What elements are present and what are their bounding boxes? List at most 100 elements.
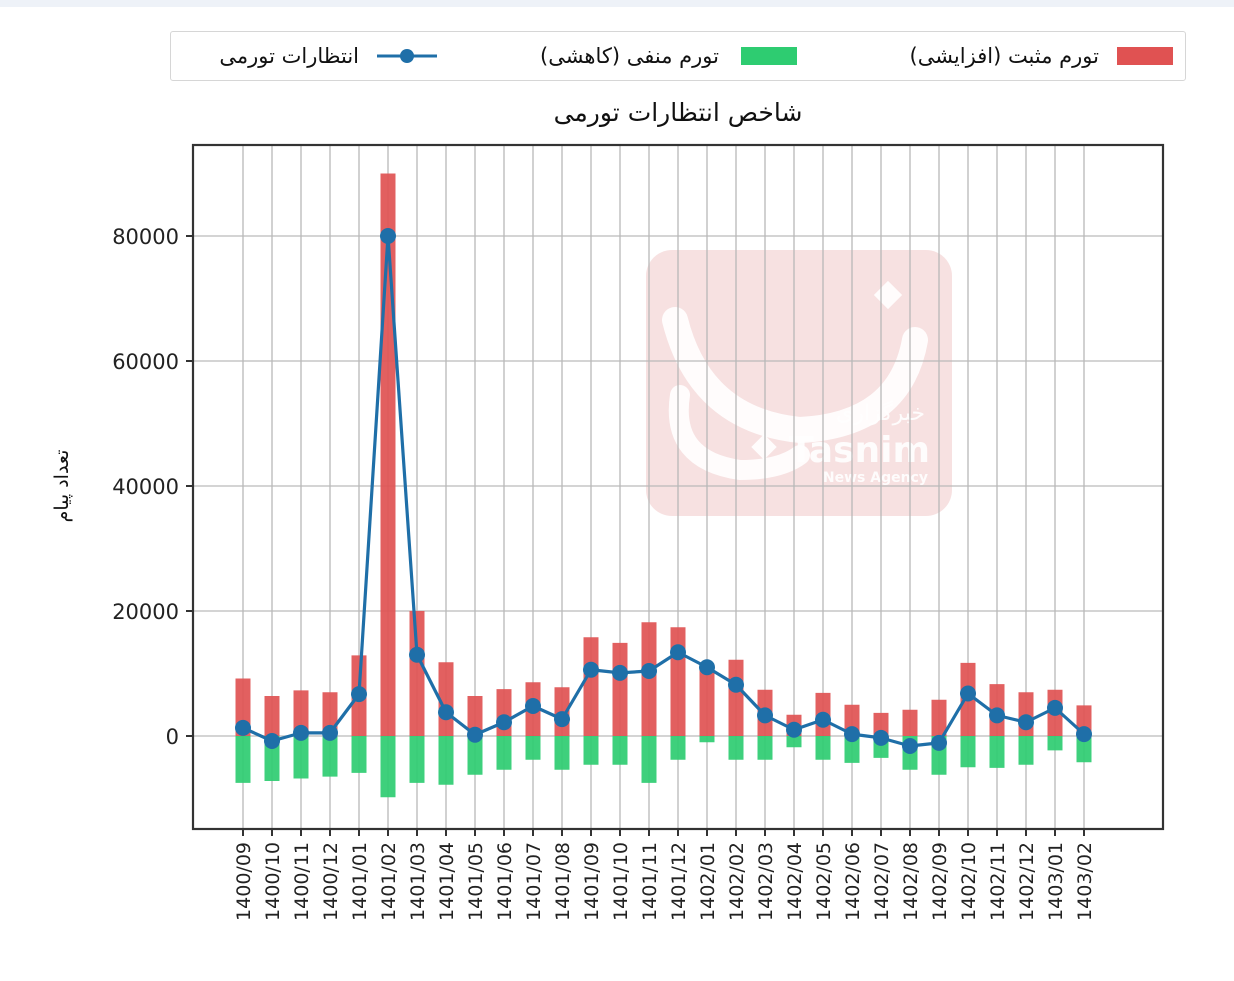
expectations-line — [235, 228, 1092, 754]
bar-negative — [1018, 736, 1034, 765]
top-strip — [0, 0, 1234, 7]
bar-positive — [641, 622, 657, 736]
legend-item-expectations: انتظارات تورمی — [219, 32, 437, 80]
line-point — [757, 707, 773, 724]
bar-positive — [873, 712, 889, 736]
x-tick-label: 1401/07 — [523, 842, 545, 921]
line-point — [380, 228, 396, 244]
y-tick-label: 0 — [166, 725, 179, 749]
bar-positive — [931, 699, 947, 736]
chart-title: شاخص انتظارات تورمی — [553, 98, 803, 127]
bar-negative — [235, 736, 251, 783]
line-point — [409, 646, 425, 663]
line-point — [670, 644, 686, 661]
x-tick-label: 1401/02 — [378, 842, 400, 921]
line-point — [351, 686, 367, 703]
bar-negative — [467, 736, 483, 775]
bar-negative — [786, 736, 802, 748]
line-point — [1018, 714, 1034, 731]
bar-positive — [699, 666, 715, 736]
line-point — [264, 733, 280, 749]
x-tick-label: 1401/09 — [581, 842, 603, 921]
bar-negative — [409, 736, 425, 783]
legend-label-expectations: انتظارات تورمی — [219, 44, 359, 68]
x-tick-label: 1400/12 — [320, 842, 342, 921]
bar-negative — [844, 736, 860, 763]
line-point — [873, 729, 889, 746]
x-tick-label: 1402/02 — [726, 842, 748, 921]
x-tick-label: 1402/05 — [813, 842, 835, 921]
x-tick-label: 1401/12 — [668, 842, 690, 921]
line-point — [728, 676, 744, 693]
x-tick-label: 1402/03 — [755, 842, 777, 921]
legend-label-negative: تورم منفی (کاهشی) — [540, 44, 719, 68]
line-point — [322, 724, 338, 741]
bar-positive — [467, 696, 483, 736]
watermark-text-tasnim: Tasnim — [789, 430, 930, 471]
x-tick-label: 1401/10 — [610, 842, 632, 921]
bar-negative — [960, 736, 976, 768]
bar-negative — [815, 736, 831, 760]
x-tick-label: 1402/10 — [958, 842, 980, 921]
y-tick-label: 40000 — [112, 475, 179, 499]
bar-negative — [612, 736, 628, 765]
legend-swatch-negative — [741, 47, 797, 65]
bar-negative — [670, 736, 686, 760]
line-point — [989, 707, 1005, 724]
bar-positive — [902, 709, 918, 736]
line-point — [1047, 699, 1063, 716]
line-point — [293, 724, 309, 741]
line-point — [960, 685, 976, 702]
bar-positive — [322, 692, 338, 736]
bar-positive — [293, 690, 309, 736]
bar-negative — [989, 736, 1005, 768]
bar-positive — [612, 642, 628, 736]
x-tick-label: 1401/05 — [465, 842, 487, 921]
bar-positive — [264, 696, 280, 736]
line-point — [583, 661, 599, 678]
bar-negative — [496, 736, 512, 770]
line-point — [815, 711, 831, 728]
bar-negative — [554, 736, 570, 770]
bar-positive — [583, 637, 599, 736]
legend-item-positive: تورم مثبت (افزایشی) — [909, 32, 1173, 80]
x-tick-label: 1401/03 — [407, 842, 429, 921]
x-tick-label: 1402/07 — [871, 842, 893, 921]
line-point — [699, 659, 715, 676]
x-tick-label: 1402/12 — [1016, 842, 1038, 921]
bar-negative — [583, 736, 599, 765]
x-tick-label: 1402/01 — [697, 842, 719, 921]
line-point — [786, 721, 802, 738]
legend-item-negative: تورم منفی (کاهشی) — [540, 32, 797, 80]
line-point — [438, 704, 454, 721]
line-point — [496, 714, 512, 731]
x-tick-label: 1402/06 — [842, 842, 864, 921]
x-tick-label: 1401/06 — [494, 842, 516, 921]
x-tick-label: 1401/04 — [436, 842, 458, 921]
bar-negative — [728, 736, 744, 760]
bar-negative — [322, 736, 338, 777]
bar-positive — [728, 659, 744, 736]
bar-negative — [351, 736, 367, 773]
y-tick-label: 80000 — [112, 225, 179, 249]
chart-legend: تورم مثبت (افزایشی) تورم منفی (کاهشی) ان… — [170, 31, 1186, 81]
legend-line-marker-icon — [377, 49, 437, 63]
x-tick-label: 1400/10 — [262, 842, 284, 921]
legend-swatch-positive — [1117, 47, 1173, 65]
bar-negative — [1076, 736, 1092, 763]
line-point — [554, 711, 570, 728]
line-point — [931, 734, 947, 751]
line-point — [525, 698, 541, 714]
bar-negative — [1047, 736, 1063, 751]
x-tick-label: 1403/01 — [1045, 842, 1067, 921]
x-tick-label: 1402/08 — [900, 842, 922, 921]
line-point — [235, 719, 251, 736]
line-point — [612, 664, 628, 681]
x-tick-label: 1401/11 — [639, 842, 661, 921]
bar-positive — [670, 627, 686, 736]
bar-negative — [757, 736, 773, 760]
line-point — [467, 726, 483, 743]
legend-label-positive: تورم مثبت (افزایشی) — [909, 44, 1100, 68]
